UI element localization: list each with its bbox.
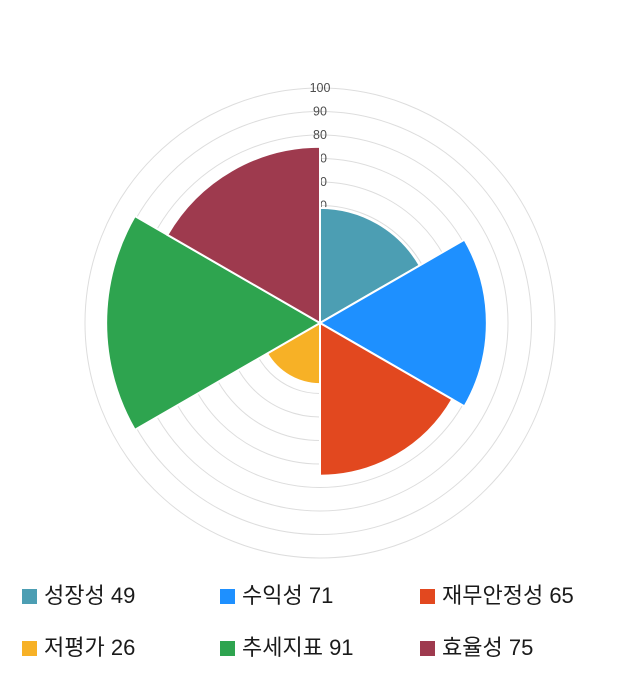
svg-text:100: 100: [310, 81, 331, 95]
svg-text:90: 90: [313, 105, 327, 119]
svg-text:80: 80: [313, 128, 327, 142]
